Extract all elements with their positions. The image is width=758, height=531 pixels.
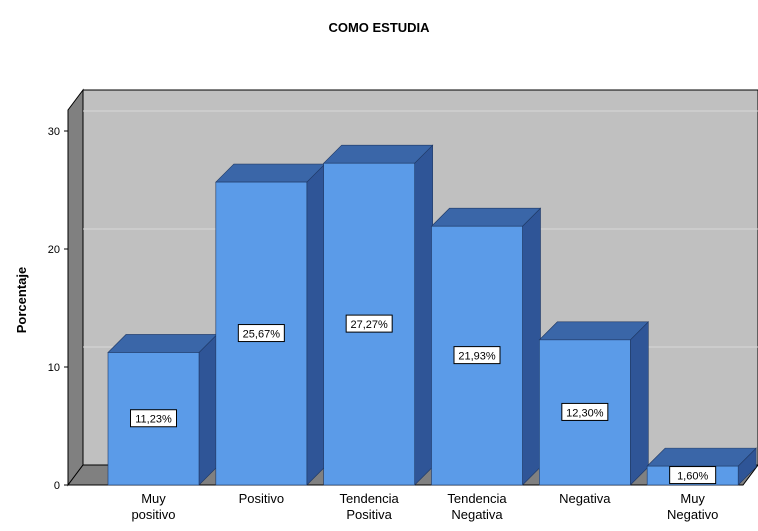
- bar-top: [430, 207, 542, 227]
- bar-top: [646, 447, 757, 467]
- bar-top: [107, 334, 218, 353]
- x-tick-label: Negativa: [559, 491, 611, 506]
- value-label: 1,60%: [677, 471, 708, 483]
- x-tick-label: Tendencia Negativa: [447, 491, 507, 522]
- left-wall: [67, 88, 84, 487]
- value-label: 11,23%: [135, 414, 172, 426]
- bar-side: [630, 321, 649, 486]
- bar-side: [414, 144, 433, 486]
- y-tick-label: 30: [48, 126, 60, 138]
- value-label-box: [237, 324, 285, 343]
- value-label-box: [345, 314, 393, 333]
- bar-side: [198, 333, 218, 486]
- y-tick-label: 20: [48, 244, 60, 256]
- value-label: 12,30%: [566, 407, 604, 419]
- x-tick-label: Muy Negativo: [667, 491, 718, 522]
- x-tick-label: Muy positivo: [131, 491, 175, 522]
- value-label-box: [561, 402, 609, 421]
- value-label-box: [130, 409, 177, 428]
- bar-side: [522, 207, 541, 486]
- bar-side: [306, 163, 326, 486]
- y-tick-label: 10: [48, 362, 60, 374]
- y-tick-label: 0: [54, 480, 60, 492]
- bar-top: [215, 163, 326, 183]
- value-label-box: [453, 346, 501, 365]
- bar-top: [322, 144, 434, 164]
- bar-top: [538, 321, 650, 341]
- bar: [322, 144, 434, 486]
- value-label: 21,93%: [458, 351, 496, 363]
- x-tick-label: Tendencia Positiva: [340, 491, 400, 522]
- chart-title: COMO ESTUDIA: [328, 20, 430, 35]
- value-label-box: [669, 466, 717, 485]
- y-axis-label: Porcentaje: [14, 267, 29, 333]
- value-label: 27,27%: [351, 319, 389, 331]
- value-label: 25,67%: [243, 329, 281, 341]
- x-tick-label: Positivo: [239, 491, 285, 506]
